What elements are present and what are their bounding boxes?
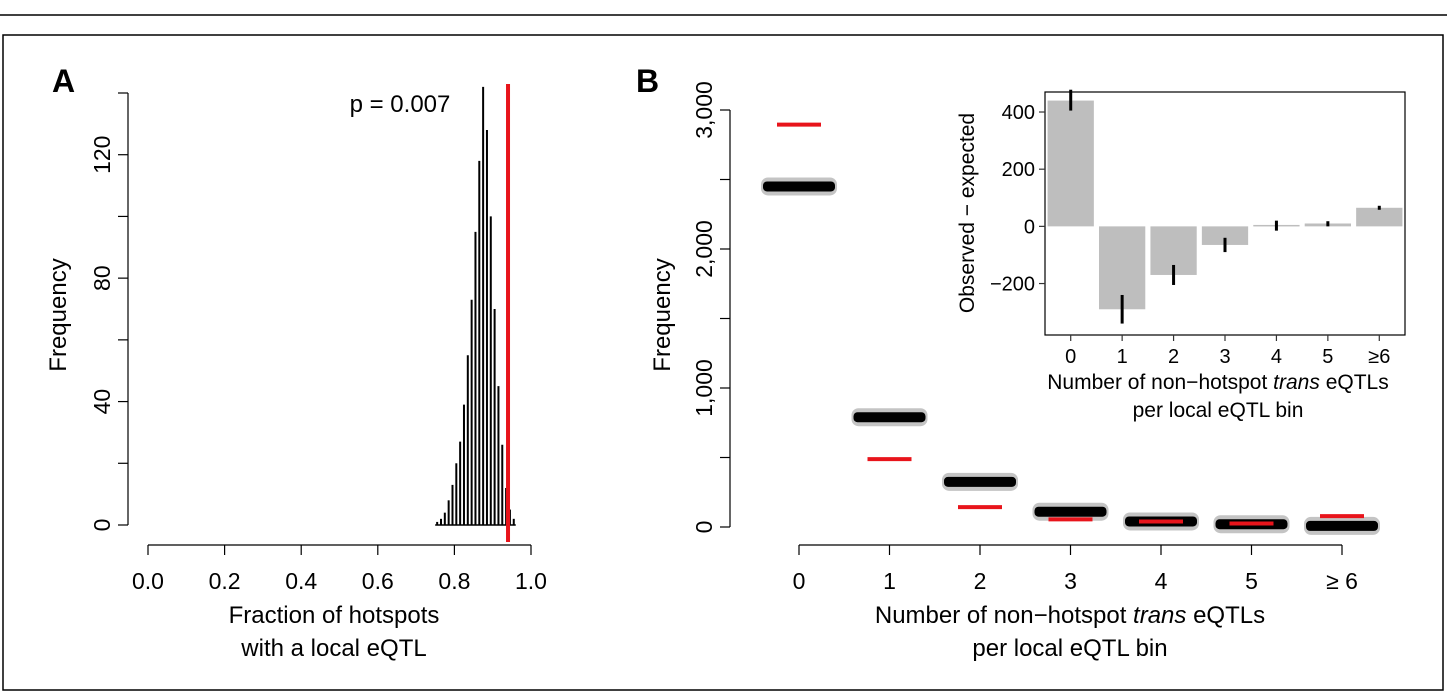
x-axis-label-line1: Number of non−hotspot trans eQTLs <box>875 602 1265 629</box>
x-tick-label: 0.0 <box>132 568 164 594</box>
x-tick-label: 3 <box>1064 568 1077 594</box>
x-axis-label-line1: Fraction of hotspots <box>229 602 440 629</box>
inset-y-axis: −200 0 200 400 <box>990 102 1045 296</box>
inset-x-tick-label: 3 <box>1219 346 1230 368</box>
permuted-cluster <box>853 412 926 423</box>
x-tick-label: 0 <box>793 568 806 594</box>
inset-bar <box>1201 226 1249 245</box>
x-axis-label-line2: per local eQTL bin <box>972 635 1167 662</box>
permuted-count-clusters <box>761 177 1380 535</box>
y-tick-label: 3,000 <box>691 81 717 139</box>
x-tick-label: 5 <box>1245 568 1258 594</box>
inset-y-tick-label: 0 <box>1024 216 1035 238</box>
permuted-cluster <box>763 181 835 192</box>
inset-x-tick-label: 2 <box>1168 346 1179 368</box>
y-axis: 0 40 80 120 <box>89 92 129 532</box>
x-tick-label: 0.6 <box>362 568 394 594</box>
panel-b-label: B <box>636 63 659 99</box>
p-value-annotation: p = 0.007 <box>350 91 451 118</box>
inset-y-axis-label: Observed − expected <box>956 113 979 313</box>
y-tick-label: 0 <box>89 519 115 532</box>
x-tick-label: ≥ 6 <box>1326 568 1358 594</box>
permuted-cluster <box>944 476 1016 487</box>
y-tick-label: 80 <box>89 265 115 291</box>
y-axis: 0 1,000 2,000 3,000 <box>691 81 731 534</box>
y-tick-label: 120 <box>89 136 115 174</box>
inset-x-tick-label: 5 <box>1322 346 1333 368</box>
y-axis-label: Frequency <box>45 258 72 371</box>
y-tick-label: 1,000 <box>691 359 717 417</box>
y-tick-label: 0 <box>691 521 717 534</box>
inset-y-tick-label: 400 <box>1002 102 1035 124</box>
y-tick-label: 2,000 <box>691 220 717 278</box>
x-tick-label: 0.4 <box>285 568 317 594</box>
inset-x-tick-label: 0 <box>1065 346 1076 368</box>
inset-x-axis: 0 1 2 3 4 5 ≥6 <box>1065 335 1390 368</box>
inset-y-tick-label: −200 <box>990 274 1035 296</box>
y-axis-label: Frequency <box>649 258 676 371</box>
x-axis-label-line2: with a local eQTL <box>240 635 426 662</box>
inset-bar <box>1047 100 1094 227</box>
panel-a-histogram: p = 0.007 0 40 80 120 0.0 0.2 0.4 0.6 0.8 1.0 Fr… <box>45 84 547 662</box>
inset-x-axis-label-line2: per local eQTL bin <box>1133 399 1304 422</box>
inset-error-bars <box>1069 89 1381 324</box>
x-tick-label: 0.2 <box>209 568 241 594</box>
x-axis: 0 1 2 3 4 5 ≥ 6 <box>793 544 1358 594</box>
histogram-bars <box>435 86 516 526</box>
inset-bar <box>1356 207 1403 227</box>
inset-x-tick-label: 4 <box>1271 346 1282 368</box>
figure-border <box>2 34 1444 691</box>
panel-b-scatter: 0 1,000 2,000 3,000 0 1 2 3 4 5 ≥ 6 Frequency Num… <box>649 81 1380 662</box>
inset-x-tick-label: ≥6 <box>1368 346 1390 368</box>
y-tick-label: 40 <box>89 389 115 415</box>
inset-x-axis-label-line1: Number of non−hotspot trans eQTLs <box>1047 371 1388 394</box>
x-tick-label: 0.8 <box>438 568 470 594</box>
panel-b-inset: −200 0 200 400 0 1 2 3 4 5 ≥6 Observed − expected… <box>956 89 1406 422</box>
permuted-cluster <box>1306 520 1378 531</box>
x-axis: 0.0 0.2 0.4 0.6 0.8 1.0 <box>132 544 547 594</box>
x-tick-label: 2 <box>974 568 987 594</box>
panel-a-label: A <box>52 63 75 99</box>
x-tick-label: 1.0 <box>515 568 547 594</box>
permuted-cluster <box>1034 506 1107 517</box>
x-tick-label: 1 <box>883 568 896 594</box>
inset-x-tick-label: 1 <box>1117 346 1128 368</box>
x-tick-label: 4 <box>1155 568 1168 594</box>
observed-count-markers <box>777 122 1364 526</box>
inset-y-tick-label: 200 <box>1002 159 1035 181</box>
